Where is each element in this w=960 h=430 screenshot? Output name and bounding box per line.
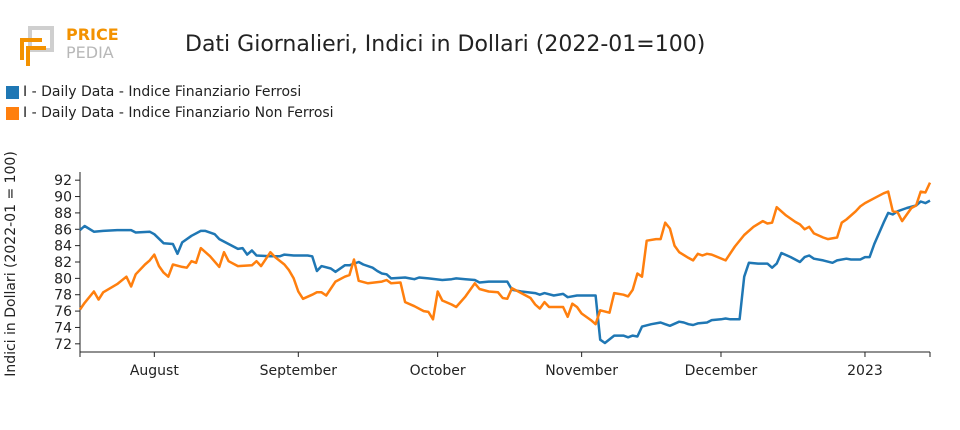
y-tick-label: 82 [54, 255, 72, 271]
y-axis-label: Indici in Dollari (2022-01 = 100) [3, 151, 19, 377]
legend-swatch-ferrosi [6, 85, 19, 99]
y-tick-label: 78 [54, 288, 72, 304]
x-tick-label: December [685, 363, 758, 379]
logo-text-pedia: PEDIA [66, 43, 114, 62]
y-tick-label: 86 [54, 222, 72, 238]
chart-title: Dati Giornalieri, Indici in Dollari (202… [185, 32, 706, 57]
x-tick-label: October [410, 363, 466, 379]
legend-swatch-non-ferrosi [6, 106, 19, 120]
y-tick-label: 74 [54, 320, 72, 336]
legend-label-non-ferrosi: I - Daily Data - Indice Finanziario Non … [23, 105, 334, 121]
x-tick-label: November [545, 363, 618, 379]
legend-item-non-ferrosi[interactable]: I - Daily Data - Indice Finanziario Non … [6, 105, 334, 121]
logo-mark: PRICE PEDIA [20, 25, 119, 66]
legend-item-ferrosi[interactable]: I - Daily Data - Indice Finanziario Ferr… [6, 84, 301, 100]
x-tick-label: 2023 [847, 363, 883, 379]
y-tick-label: 76 [54, 304, 72, 320]
logo-text-price: PRICE [66, 25, 119, 44]
series-line-non-ferrosi[interactable] [78, 182, 932, 326]
y-tick-label: 92 [54, 173, 72, 189]
y-tick-label: 88 [54, 206, 72, 222]
x-tick-label: August [130, 363, 180, 379]
y-tick-label: 84 [54, 239, 72, 255]
x-ticks: August September October November December 20… [79, 352, 931, 379]
legend-label-ferrosi: I - Daily Data - Indice Finanziario Ferr… [23, 84, 302, 100]
x-tick-label: September [260, 363, 338, 379]
y-tick-label: 90 [54, 190, 72, 206]
pricepedia-logo: PRICE PEDIA [18, 22, 128, 74]
series-line-ferrosi[interactable] [79, 199, 931, 345]
y-tick-label: 80 [54, 271, 72, 287]
series-layer [78, 182, 932, 345]
y-tick-label: 72 [54, 337, 72, 353]
